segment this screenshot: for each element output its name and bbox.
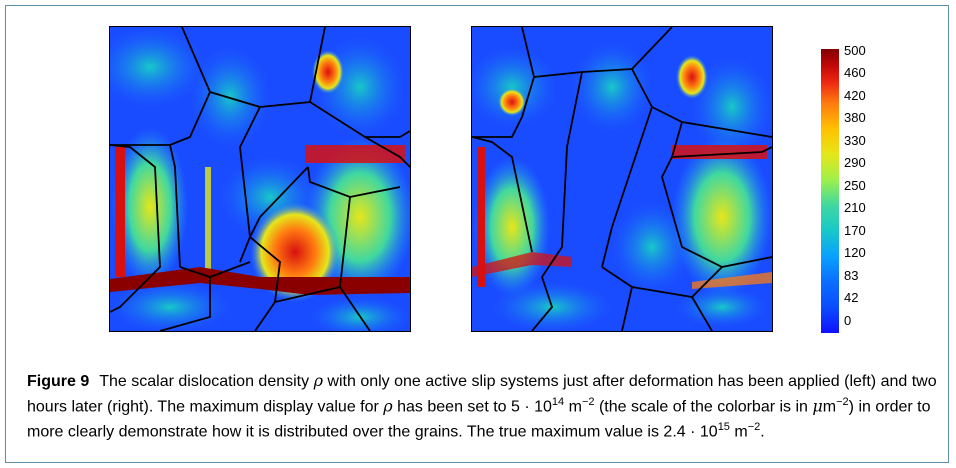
caption-superscript: 15 xyxy=(717,421,730,434)
colorbar-tick: 420 xyxy=(844,88,866,103)
caption-text: m xyxy=(729,423,748,441)
caption-math: μ xyxy=(812,396,823,416)
colorbar-tick: 170 xyxy=(844,223,866,238)
caption-text: . xyxy=(760,423,765,441)
caption-superscript: 14 xyxy=(551,396,565,408)
caption-math: ρ xyxy=(313,371,323,390)
dislocation-map-right-image xyxy=(472,27,772,331)
colorbar xyxy=(821,49,839,333)
colorbar-tick: 250 xyxy=(844,178,866,193)
colorbar-tick: 42 xyxy=(844,290,859,305)
caption-math: 2.4 · 10 xyxy=(663,423,718,441)
colorbar-tick: 210 xyxy=(844,200,866,215)
colorbar-tick: 500 xyxy=(844,43,866,58)
colorbar-tick: 380 xyxy=(844,110,866,125)
caption-text: has been set to xyxy=(392,398,511,416)
colorbar-tick: 460 xyxy=(844,65,866,80)
dislocation-map-left xyxy=(109,26,411,332)
dislocation-map-right xyxy=(471,26,773,332)
figure-label: Figure 9 xyxy=(27,373,90,390)
caption-text: The scalar dislocation density xyxy=(99,373,314,390)
colorbar-tick: 330 xyxy=(844,133,866,148)
caption-text: m xyxy=(822,398,837,416)
figure-frame: 500 460 420 380 330 290 250 210 170 120 … xyxy=(5,5,949,463)
colorbar-ticks: 500 460 420 380 330 290 250 210 170 120 … xyxy=(844,44,894,344)
caption-text: ) in order to more clearly demonstrate h… xyxy=(27,398,931,441)
caption-superscript: −2 xyxy=(836,396,849,408)
caption-math: 5 · 10 xyxy=(511,398,552,416)
colorbar-tick: 83 xyxy=(844,268,859,283)
caption-text: with only one active slip systems just a… xyxy=(27,373,937,416)
dislocation-map-left-image xyxy=(110,27,410,331)
colorbar-tick: 290 xyxy=(844,155,866,170)
figure-caption: Figure 9 The scalar dislocation density ρ… xyxy=(27,371,942,443)
caption-text: (the scale of the colorbar is in xyxy=(594,398,813,416)
caption-text: m xyxy=(564,398,582,416)
colorbar-tick: 0 xyxy=(844,313,852,328)
colorbar-tick: 120 xyxy=(844,245,866,260)
caption-math: ρ xyxy=(383,396,393,416)
caption-superscript: −2 xyxy=(747,421,761,434)
caption-superscript: −2 xyxy=(581,396,595,408)
